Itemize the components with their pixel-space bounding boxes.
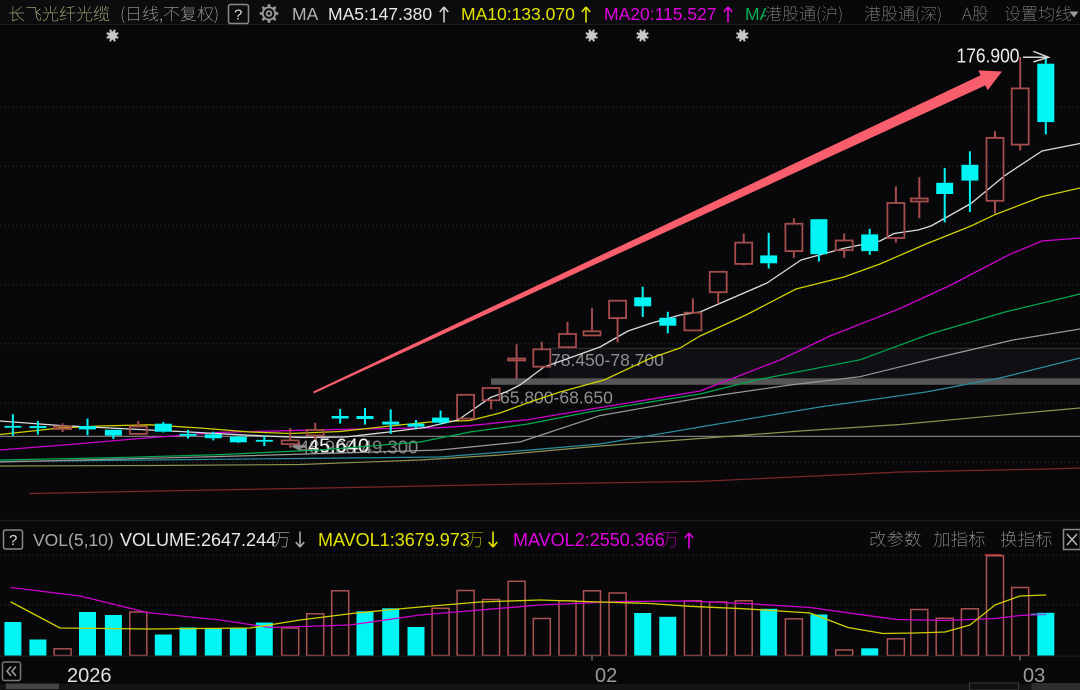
svg-text:176.900: 176.900 <box>957 45 1020 68</box>
svg-text:02: 02 <box>595 665 617 687</box>
svg-text:03: 03 <box>1023 665 1045 687</box>
svg-text:VOLUME:2647.244: VOLUME:2647.244 <box>120 530 276 550</box>
svg-text:MA: MA <box>292 4 319 24</box>
svg-text:?: ? <box>9 532 17 549</box>
svg-text:65.800-68.650: 65.800-68.650 <box>500 388 613 408</box>
svg-text:MAVOL2:2550.366: MAVOL2:2550.366 <box>513 530 665 550</box>
svg-text:MAVOL1:3679.973: MAVOL1:3679.973 <box>318 530 470 550</box>
svg-text:?: ? <box>234 7 242 24</box>
svg-text:VOL(5,10): VOL(5,10) <box>33 530 114 550</box>
svg-text:MA5:147.380: MA5:147.380 <box>328 4 432 24</box>
svg-text:MA10:133.070: MA10:133.070 <box>461 4 575 24</box>
svg-text:2026: 2026 <box>67 665 112 687</box>
svg-text:MA20:115.527: MA20:115.527 <box>604 4 717 24</box>
